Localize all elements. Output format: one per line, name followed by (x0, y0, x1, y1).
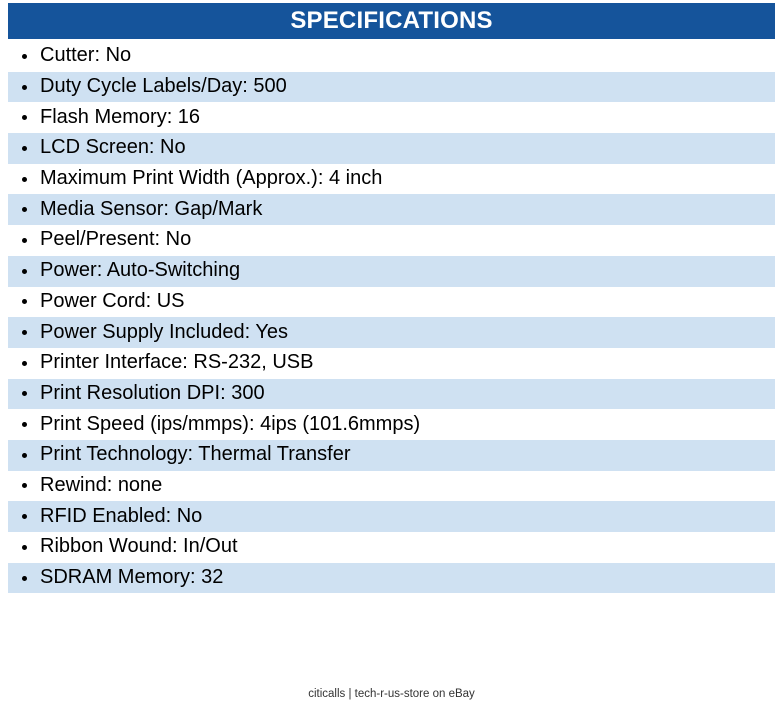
spec-row-rewind: Rewind: none (8, 470, 775, 502)
bullet-icon (22, 391, 27, 397)
spec-text: Printer Interface: RS-232, USB (40, 351, 314, 374)
spec-text: Maximum Print Width (Approx.): 4 inch (40, 167, 383, 190)
spec-row-cutter: Cutter: No (8, 41, 775, 72)
spec-text: Flash Memory: 16 (40, 105, 201, 128)
seller-footer: citicalls | tech-r-us-store on eBay (0, 688, 783, 700)
spec-text: Print Speed (ips/mmps): 4ips (101.6mmps) (40, 412, 421, 435)
spec-text: Media Sensor: Gap/Mark (40, 197, 263, 220)
spec-row-printer-interface: Printer Interface: RS-232, USB (8, 347, 775, 379)
spec-row-print-technology: Print Technology: Thermal Transfer (8, 439, 775, 471)
spec-row-sdram-memory: SDRAM Memory: 32 (8, 562, 775, 594)
bullet-icon (22, 544, 27, 550)
spec-text: Ribbon Wound: In/Out (40, 535, 238, 558)
spec-row-print-resolution: Print Resolution DPI: 300 (8, 378, 775, 410)
seller-footer-text: citicalls | tech-r-us-store on eBay (308, 688, 475, 700)
spec-row-rfid-enabled: RFID Enabled: No (8, 501, 775, 532)
spec-row-media-sensor: Media Sensor: Gap/Mark (8, 194, 775, 226)
spec-row-ribbon-wound: Ribbon Wound: In/Out (8, 532, 775, 563)
bullet-icon (22, 422, 27, 428)
spec-row-peel-present: Peel/Present: No (8, 225, 775, 256)
spec-row-flash-memory: Flash Memory: 16 (8, 102, 775, 134)
spec-row-max-print-width: Maximum Print Width (Approx.): 4 inch (8, 163, 775, 195)
bullet-icon (22, 575, 27, 581)
bullet-icon (22, 483, 27, 489)
spec-text: Power Cord: US (40, 289, 185, 312)
spec-row-duty-cycle: Duty Cycle Labels/Day: 500 (8, 71, 775, 103)
spec-text: Duty Cycle Labels/Day: 500 (40, 75, 287, 98)
bullet-icon (22, 299, 27, 305)
spec-row-lcd-screen: LCD Screen: No (8, 133, 775, 164)
spec-text: Peel/Present: No (40, 228, 192, 251)
bullet-icon (22, 268, 27, 274)
bullet-icon (22, 115, 27, 121)
bullet-icon (22, 207, 27, 213)
specifications-header: SPECIFICATIONS (8, 3, 775, 39)
bullet-icon (22, 330, 27, 336)
specifications-title: SPECIFICATIONS (290, 7, 493, 34)
bullet-icon (22, 360, 27, 366)
specifications-table: SPECIFICATIONS Cutter: No Duty Cycle Lab… (8, 3, 775, 594)
bullet-icon (22, 145, 27, 151)
spec-row-list: Cutter: No Duty Cycle Labels/Day: 500 Fl… (8, 41, 775, 594)
spec-row-power-supply: Power Supply Included: Yes (8, 317, 775, 348)
spec-text: Power: Auto-Switching (40, 259, 241, 282)
bullet-icon (22, 237, 27, 243)
spec-text: Power Supply Included: Yes (40, 320, 288, 343)
spec-row-power: Power: Auto-Switching (8, 255, 775, 287)
spec-text: SDRAM Memory: 32 (40, 566, 224, 589)
bullet-icon (22, 53, 27, 59)
spec-text: Print Resolution DPI: 300 (40, 381, 265, 404)
spec-row-print-speed: Print Speed (ips/mmps): 4ips (101.6mmps) (8, 409, 775, 440)
spec-text: Print Technology: Thermal Transfer (40, 443, 351, 466)
spec-text: Cutter: No (40, 44, 132, 67)
bullet-icon (22, 514, 27, 520)
spec-text: LCD Screen: No (40, 136, 186, 159)
spec-text: Rewind: none (40, 473, 163, 496)
bullet-icon (22, 176, 27, 182)
bullet-icon (22, 84, 27, 90)
bullet-icon (22, 452, 27, 458)
spec-text: RFID Enabled: No (40, 504, 203, 527)
spec-row-power-cord: Power Cord: US (8, 286, 775, 318)
